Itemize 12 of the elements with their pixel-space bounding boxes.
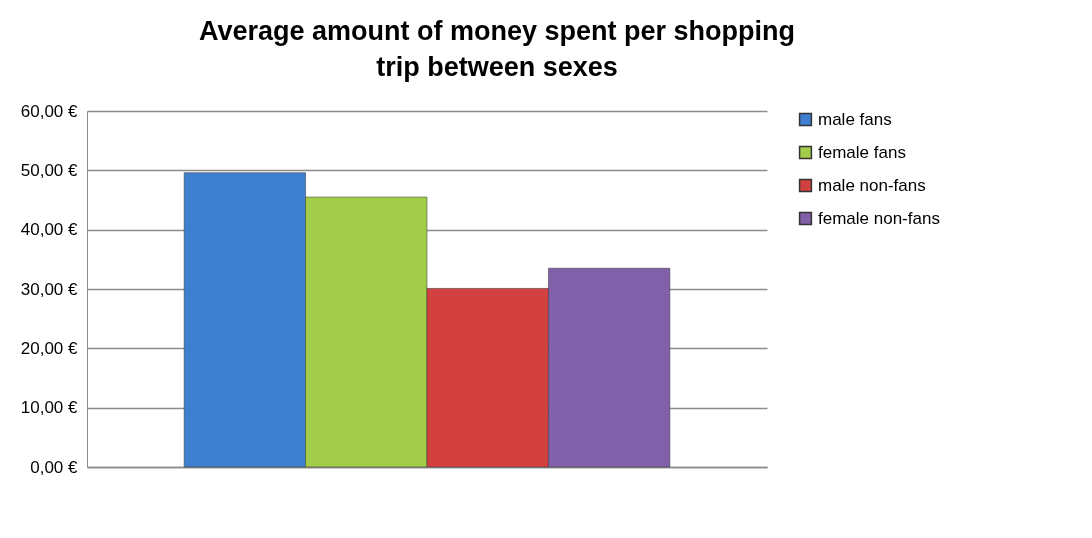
y-tick-label: 40,00 € (20, 220, 79, 240)
legend-label: female non-fans (818, 208, 940, 228)
y-tick-label: 10,00 € (20, 398, 79, 418)
legend-label: female fans (818, 142, 906, 162)
legend-label: male non-fans (818, 175, 926, 195)
legend-label: male fans (818, 109, 892, 129)
y-tick-label: 50,00 € (20, 160, 79, 180)
y-tick-label: 0,00 € (30, 457, 79, 477)
y-tick-label: 20,00 € (20, 338, 79, 358)
y-tick-label: 60,00 € (20, 101, 79, 121)
chart-title: Average amount of money spent per shopping trip between sexes (198, 16, 796, 82)
y-tick-label: 30,00 € (20, 279, 79, 299)
